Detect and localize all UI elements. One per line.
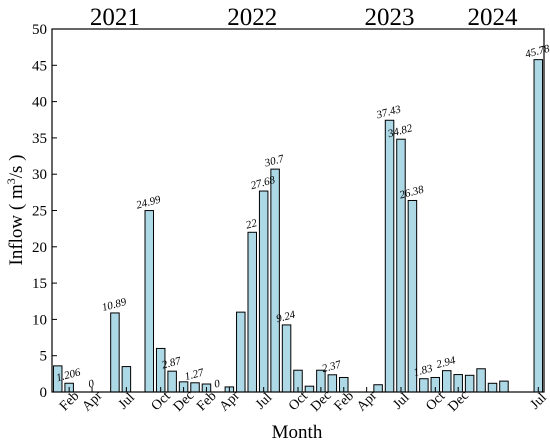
x-tick-label: Feb bbox=[194, 389, 219, 414]
y-tick-labels: 0 5 10 15 20 25 30 35 40 45 50 bbox=[32, 22, 47, 401]
data-label: 30.7 bbox=[263, 153, 286, 170]
bar bbox=[476, 368, 486, 393]
y-tick-label: 20 bbox=[32, 240, 47, 256]
bar bbox=[396, 138, 406, 393]
data-label: 2.94 bbox=[435, 354, 457, 371]
x-tick-label: Feb bbox=[57, 389, 82, 414]
x-tick-label: Jul bbox=[390, 390, 412, 412]
y-tick-label: 25 bbox=[32, 204, 47, 220]
y-tick-label: 15 bbox=[32, 276, 47, 292]
data-label: 24.99 bbox=[135, 194, 162, 212]
bar bbox=[384, 119, 395, 393]
bar bbox=[499, 380, 509, 393]
x-tick-label: Oct bbox=[149, 389, 174, 414]
y-axis-label-main: Inflow ( m bbox=[6, 184, 27, 265]
bar bbox=[270, 168, 280, 393]
bar bbox=[110, 312, 120, 393]
bar bbox=[144, 210, 155, 393]
data-label: 0 bbox=[87, 377, 96, 390]
data-label: 37.43 bbox=[374, 103, 402, 121]
y-tick-label: 10 bbox=[32, 312, 47, 328]
y-tick-label: 40 bbox=[32, 95, 47, 111]
bar bbox=[533, 59, 544, 393]
data-label: 0 bbox=[213, 377, 222, 390]
data-label: 2.87 bbox=[161, 355, 183, 372]
x-tick-label: Feb bbox=[332, 389, 357, 414]
data-label: 2.37 bbox=[321, 358, 343, 375]
plot-frame bbox=[51, 28, 545, 393]
y-tick-label: 5 bbox=[40, 349, 48, 365]
bar bbox=[407, 199, 418, 393]
x-tick-label: Oct bbox=[286, 389, 311, 414]
y-tick-label: 35 bbox=[32, 131, 47, 147]
x-axis-label: Month bbox=[272, 422, 323, 443]
data-label: 1.83 bbox=[412, 362, 434, 379]
year-label: 2024 bbox=[468, 4, 519, 31]
bar bbox=[487, 382, 498, 393]
bar bbox=[441, 370, 452, 393]
data-labels: 1.206 010.8924.992.871.2702227.6830.79.24… bbox=[55, 43, 550, 391]
year-label: 2023 bbox=[365, 4, 415, 31]
y-tick-label: 45 bbox=[32, 58, 47, 74]
bar bbox=[167, 370, 177, 393]
bar bbox=[373, 384, 383, 393]
year-labels: 2021 2022 2023 2024 bbox=[90, 4, 518, 31]
x-tick-label: Jul bbox=[116, 390, 138, 412]
x-tick-label: Oct bbox=[423, 389, 448, 414]
y-axis-label-sup: 3 bbox=[4, 178, 18, 184]
bar bbox=[258, 190, 269, 393]
y-tick-label: 50 bbox=[32, 22, 47, 38]
bar bbox=[419, 378, 429, 393]
y-tick-label: 0 bbox=[40, 385, 48, 401]
data-label: 10.89 bbox=[101, 296, 128, 314]
bar bbox=[304, 385, 315, 393]
data-label: 9.24 bbox=[275, 309, 297, 326]
bar bbox=[247, 231, 257, 393]
data-label: 1.27 bbox=[183, 366, 205, 383]
bars-group bbox=[52, 59, 544, 393]
y-tick-label: 30 bbox=[32, 167, 47, 183]
year-label: 2021 bbox=[90, 4, 140, 31]
bar bbox=[236, 311, 246, 393]
bar bbox=[281, 324, 292, 393]
bar bbox=[190, 382, 200, 393]
y-axis-label-tail: /s ) bbox=[6, 154, 27, 178]
y-axis-label: Inflow ( m3/s ) bbox=[4, 154, 27, 265]
data-label: 22 bbox=[245, 217, 259, 232]
bar bbox=[327, 374, 338, 393]
bar bbox=[464, 374, 475, 393]
year-label: 2022 bbox=[227, 4, 277, 31]
x-tick-label: Jul bbox=[253, 390, 275, 412]
x-tick-label: Jul bbox=[528, 390, 550, 412]
data-label: 45.78 bbox=[524, 43, 550, 61]
axes bbox=[51, 28, 545, 393]
